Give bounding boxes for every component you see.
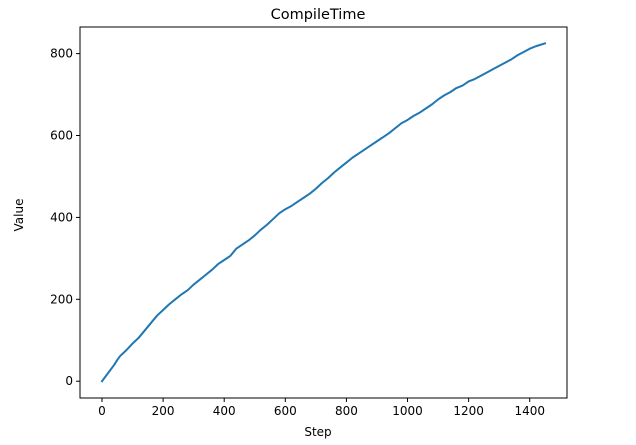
x-axis-label: Step xyxy=(304,425,331,439)
y-tick-label-600: 600 xyxy=(50,129,73,143)
x-tick-label-0: 0 xyxy=(98,404,106,418)
x-tick-label-800: 800 xyxy=(335,404,358,418)
plot-area: 0 200 400 600 800 1000 1200 1400 0 200 400 600 800 xyxy=(50,26,568,418)
x-tick-label-1200: 1200 xyxy=(453,404,484,418)
x-tick-label-600: 600 xyxy=(274,404,297,418)
y-tick-label-400: 400 xyxy=(50,210,73,224)
y-axis-label: Value xyxy=(12,199,26,232)
x-tick-label-1400: 1400 xyxy=(514,404,545,418)
series-line-0 xyxy=(100,42,547,383)
x-tick-label-400: 400 xyxy=(213,404,236,418)
y-tick-label-800: 800 xyxy=(50,47,73,61)
chart-title: CompileTime xyxy=(271,7,366,23)
y-tick-label-0: 0 xyxy=(65,374,73,388)
x-tick-label-200: 200 xyxy=(152,404,175,418)
y-tick-label-200: 200 xyxy=(50,292,73,306)
x-tick-label-1000: 1000 xyxy=(392,404,423,418)
plot-frame xyxy=(79,26,568,399)
